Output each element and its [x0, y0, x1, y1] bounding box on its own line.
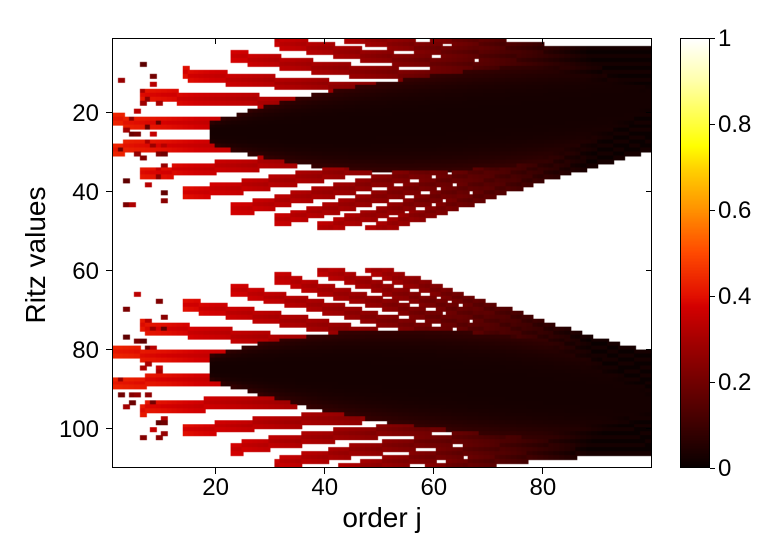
- tick-mark: [646, 112, 652, 113]
- tick-mark: [646, 349, 652, 350]
- tick-mark: [215, 38, 216, 44]
- tick-mark: [106, 112, 112, 113]
- colorbar-canvas: [681, 39, 709, 467]
- tick-mark: [710, 296, 715, 297]
- tick-mark: [646, 270, 652, 271]
- figure-root: { "chart": { "type": "heatmap", "xlabel"…: [0, 0, 780, 553]
- tick-label: 100: [34, 416, 99, 444]
- tick-mark: [646, 428, 652, 429]
- tick-mark: [710, 38, 715, 39]
- tick-mark: [106, 428, 112, 429]
- tick-mark: [646, 191, 652, 192]
- tick-mark: [106, 270, 112, 271]
- tick-label: 0.2: [718, 369, 751, 397]
- colorbar: [680, 38, 710, 468]
- tick-label: 60: [34, 258, 99, 286]
- y-axis-label-text: Ritz values: [20, 187, 51, 324]
- x-axis-label: order j: [112, 502, 652, 534]
- tick-mark: [710, 382, 715, 383]
- tick-mark: [106, 349, 112, 350]
- tick-label: 60: [404, 474, 464, 502]
- tick-mark: [106, 191, 112, 192]
- tick-label: 0: [718, 455, 731, 483]
- tick-label: 80: [34, 337, 99, 365]
- tick-mark: [433, 38, 434, 44]
- heatmap-plot: [112, 38, 652, 468]
- tick-label: 20: [34, 100, 99, 128]
- tick-label: 0.6: [718, 197, 751, 225]
- tick-label: 1: [718, 25, 731, 53]
- x-axis-label-text: order j: [342, 502, 421, 533]
- tick-label: 0.8: [718, 111, 751, 139]
- tick-mark: [542, 38, 543, 44]
- tick-label: 40: [34, 179, 99, 207]
- tick-label: 40: [295, 474, 355, 502]
- tick-mark: [324, 38, 325, 44]
- tick-mark: [710, 210, 715, 211]
- tick-mark: [710, 468, 715, 469]
- tick-label: 20: [186, 474, 246, 502]
- heatmap-canvas: [113, 39, 651, 467]
- tick-label: 0.4: [718, 283, 751, 311]
- tick-mark: [710, 124, 715, 125]
- tick-label: 80: [513, 474, 573, 502]
